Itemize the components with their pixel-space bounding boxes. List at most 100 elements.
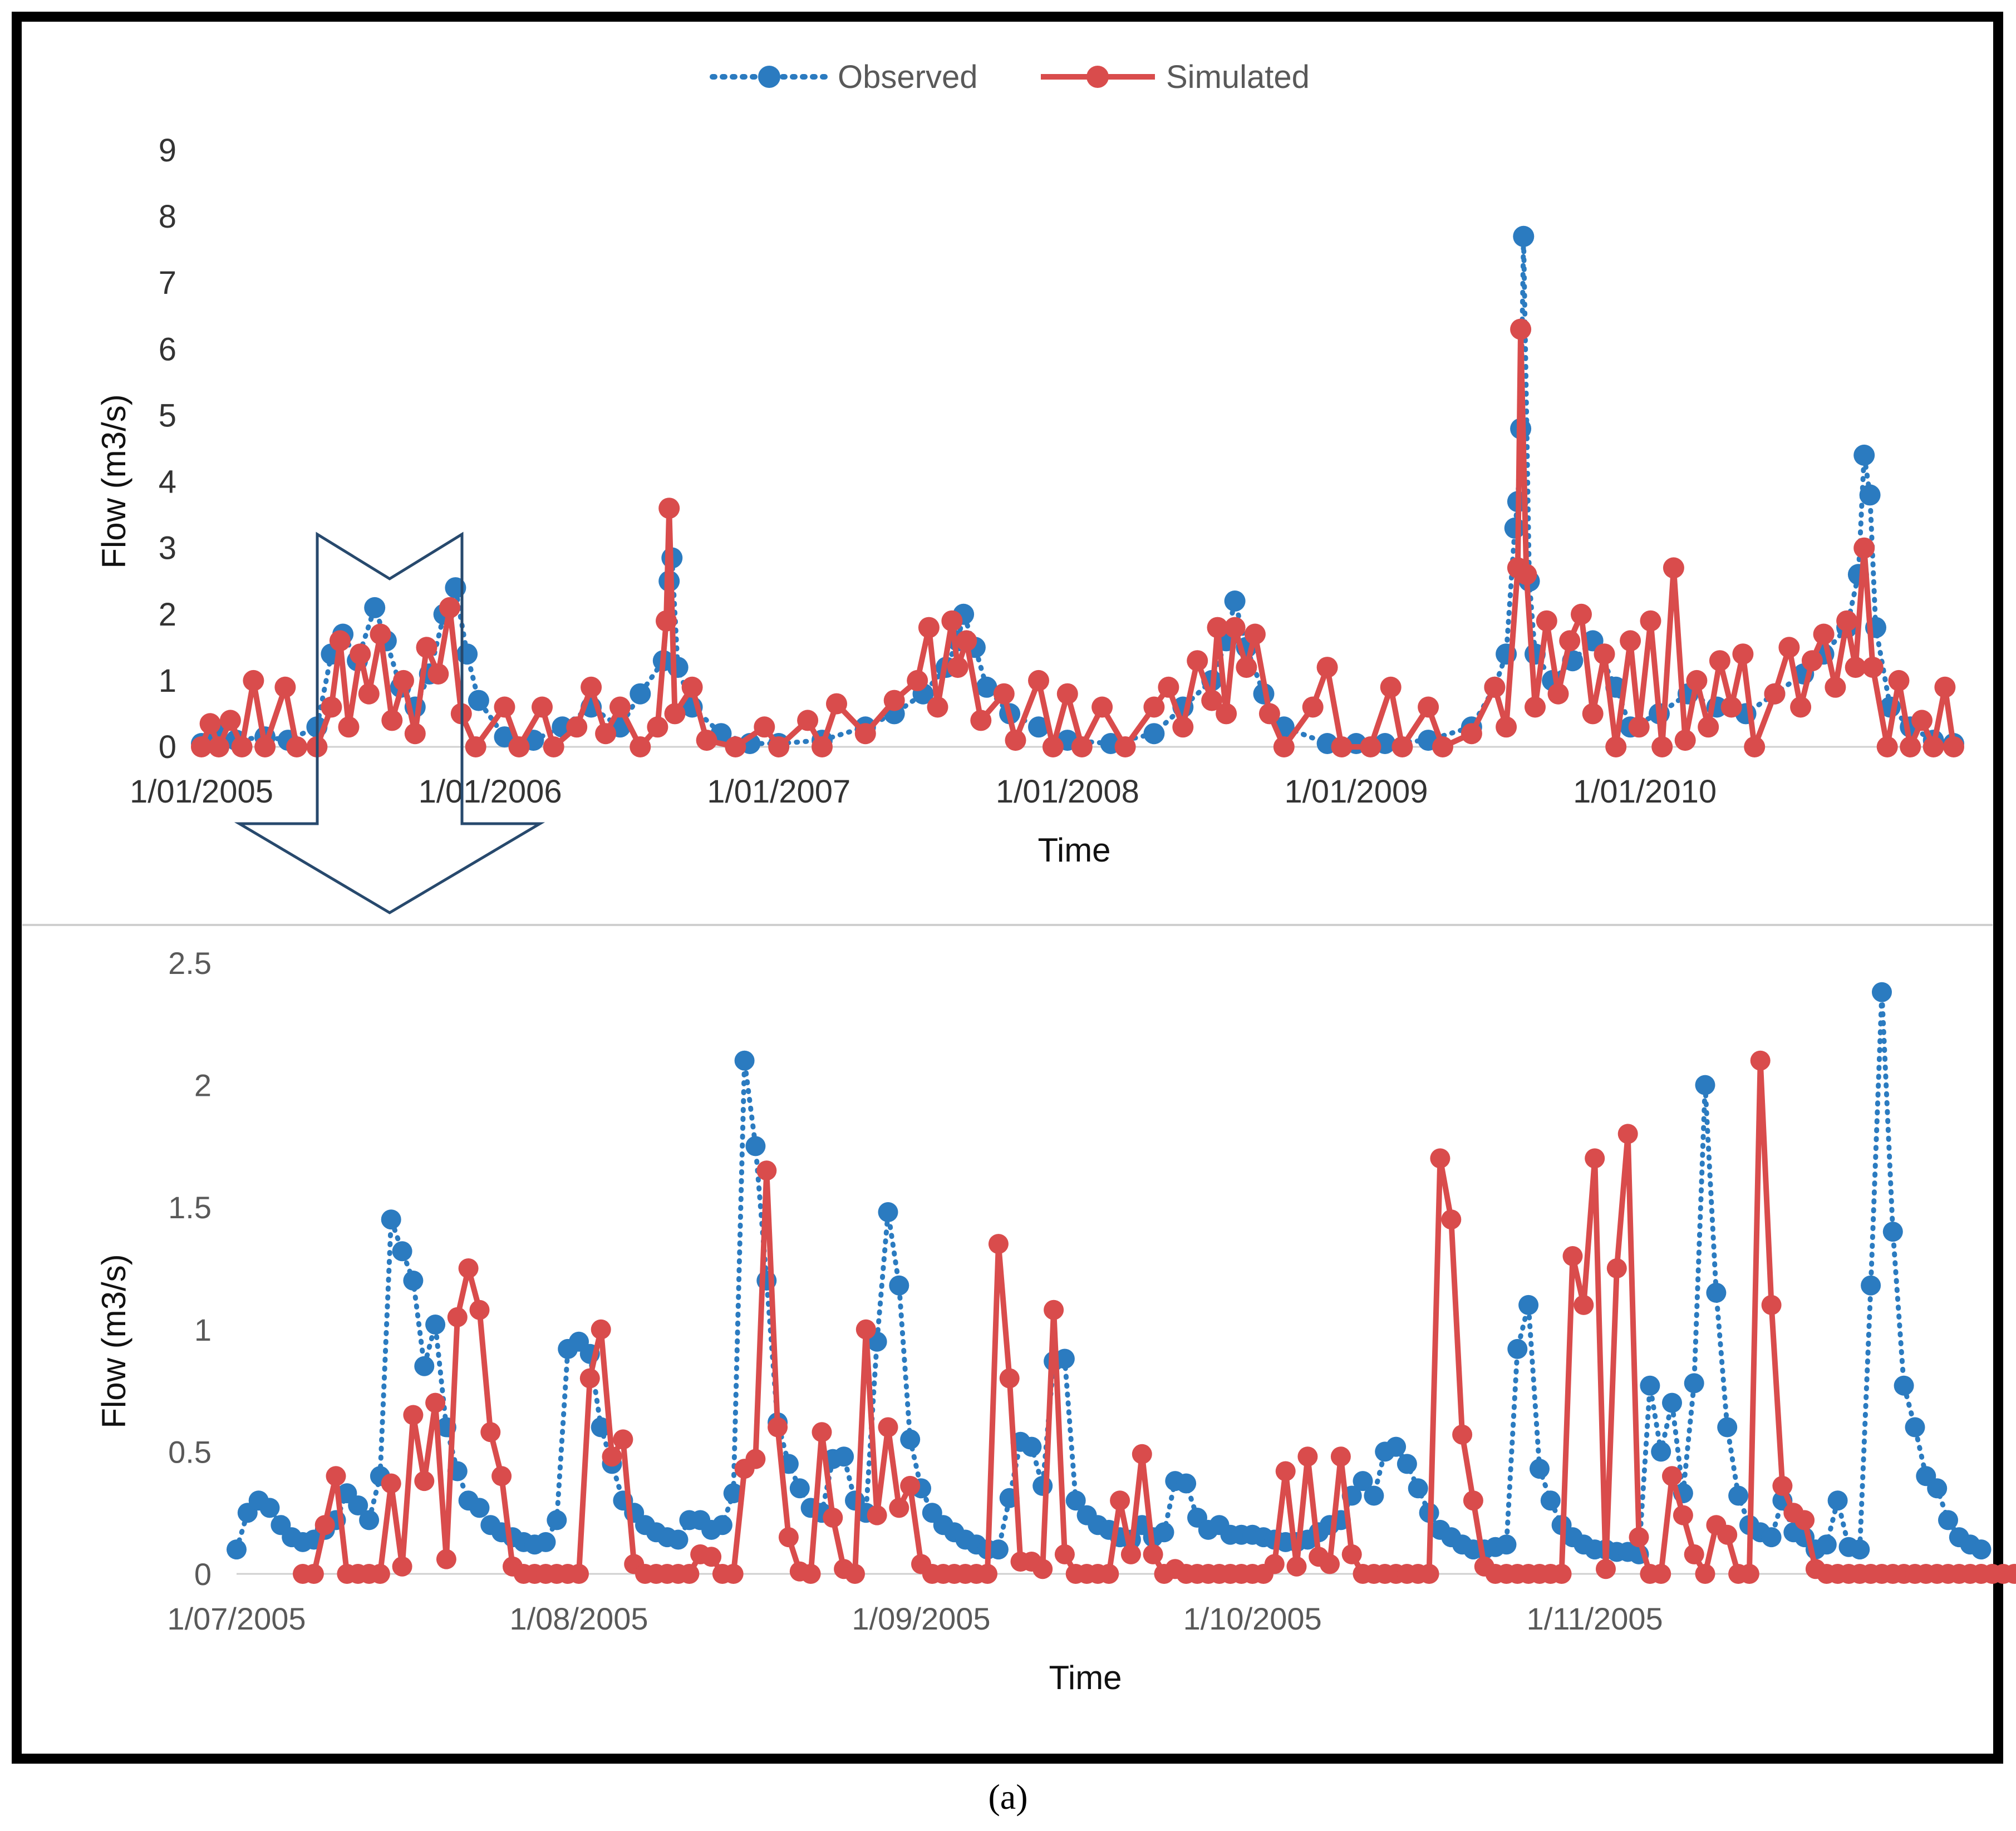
- chart-bottom-x-axis-title: Time: [1049, 1659, 1122, 1696]
- chart-top-simulated-point: [658, 498, 680, 519]
- chart-top-simulated-point: [797, 710, 819, 731]
- chart-bottom-simulated-point: [1341, 1544, 1362, 1564]
- chart-top-simulated-point: [416, 637, 437, 658]
- chart-bottom-simulated-point: [1452, 1424, 1473, 1445]
- chart-bottom-simulated-point: [701, 1547, 722, 1567]
- chart-bottom-simulated-point: [1463, 1490, 1483, 1511]
- chart-bottom-observed-point: [1364, 1485, 1384, 1506]
- chart-top-simulated-point: [1594, 643, 1615, 665]
- chart-bottom-simulated-point: [1596, 1559, 1616, 1579]
- chart-top-simulated-point: [1005, 730, 1026, 751]
- chart-bottom-simulated-point: [425, 1392, 446, 1413]
- chart-bottom-simulated-point: [1551, 1564, 1572, 1584]
- chart-top-simulated-point: [609, 696, 631, 718]
- chart-bottom-observed-point: [723, 1483, 744, 1504]
- chart-top-simulated-point: [647, 716, 668, 738]
- chart-top-simulated-point: [1028, 670, 1049, 691]
- chart-top-simulated-point: [1836, 610, 1858, 632]
- chart-bottom-observed-point: [535, 1532, 556, 1552]
- chart-top-observed-point: [1224, 590, 1246, 612]
- chart-top-simulated-point: [581, 676, 602, 698]
- chart-top-simulated-point: [199, 713, 221, 735]
- chart-top-simulated-point: [1484, 676, 1506, 698]
- chart-top-simulated-point: [393, 670, 414, 691]
- chart-bottom-observed-point: [591, 1417, 611, 1438]
- chart-bottom-simulated-point: [1032, 1559, 1053, 1579]
- chart-bottom-y-tick-label: 1: [194, 1312, 212, 1347]
- chart-top-simulated-point: [338, 716, 360, 738]
- chart-top-simulated-point: [1888, 670, 1910, 691]
- chart-top-simulated-point: [1764, 683, 1786, 705]
- chart-top-observed-point: [1504, 517, 1526, 539]
- chart-top-y-tick-label: 3: [159, 530, 176, 567]
- chart-bottom-simulated-point: [1330, 1446, 1351, 1467]
- chart-top-simulated-point: [231, 736, 253, 757]
- chart-bottom-observed-point: [547, 1510, 567, 1530]
- chart-bottom-observed-point: [1353, 1471, 1373, 1492]
- chart-top-x-tick-label: 1/01/2008: [996, 774, 1139, 810]
- chart-top-simulated-point: [1316, 657, 1338, 678]
- chart-top-simulated-point: [350, 643, 371, 665]
- chart-top-simulated-point: [927, 696, 948, 718]
- chart-bottom-observed-point: [227, 1539, 247, 1560]
- chart-top-simulated-point: [1432, 736, 1453, 757]
- chart-top: 0 1 2 3 4 5 6 7 8 9 1/01/2005 1/01/2006 1/01/2007 1/0…: [95, 132, 1964, 869]
- chart-top-simulated-point: [1651, 736, 1673, 757]
- chart-bottom-simulated-point: [1562, 1246, 1583, 1266]
- legend: Observed Simulated: [710, 59, 1310, 95]
- chart-top-simulated-point: [1391, 736, 1413, 757]
- chart-bottom-y-tick-label: 2.5: [168, 946, 212, 981]
- chart-bottom-observed-point: [259, 1498, 280, 1518]
- chart-top-simulated-point: [1813, 623, 1835, 645]
- chart-bottom-simulated-point: [1717, 1524, 1738, 1545]
- chart-bottom-simulated-point: [2004, 1564, 2016, 1584]
- chart-bottom-observed-point: [1695, 1075, 1715, 1095]
- legend-simulated-marker: [1041, 66, 1155, 88]
- chart-top-simulated-point: [1862, 657, 1884, 678]
- chart-bottom-simulated-point: [988, 1234, 1009, 1254]
- chart-top-simulated-point: [1732, 643, 1754, 665]
- chart-top-simulated-point: [404, 723, 426, 745]
- chart-top-y-tick-label: 0: [159, 729, 176, 765]
- chart-top-simulated-point: [1418, 696, 1439, 718]
- chart-bottom-observed-point: [1640, 1375, 1660, 1396]
- chart-top-y-tick-label: 9: [159, 132, 176, 169]
- chart-bottom-simulated-point: [414, 1471, 435, 1492]
- chart-bottom-simulated-point: [1794, 1510, 1815, 1530]
- chart-bottom-observed-point: [734, 1050, 755, 1071]
- chart-bottom-simulated-point: [756, 1160, 777, 1181]
- chart-bottom-observed-point: [359, 1510, 380, 1530]
- chart-top-simulated-point: [812, 736, 833, 757]
- chart-bottom-simulated-point: [1739, 1564, 1759, 1584]
- chart-bottom-simulated-point: [569, 1564, 589, 1584]
- chart-bottom-observed-point: [1397, 1454, 1417, 1474]
- chart-top-simulated-point: [1778, 637, 1800, 658]
- chart-bottom-simulated-point: [1585, 1148, 1605, 1169]
- chart-top-simulated-point: [918, 617, 940, 638]
- chart-top-simulated-point: [1801, 650, 1823, 672]
- chart-bottom-observed-point: [1386, 1436, 1407, 1457]
- chart-top-simulated-point: [1273, 736, 1295, 757]
- chart-top-simulated-point: [1091, 696, 1113, 718]
- chart-bottom-simulated-point: [1099, 1564, 1119, 1584]
- chart-bottom-observed-point: [1816, 1534, 1837, 1555]
- chart-bottom-simulated-point: [613, 1429, 633, 1450]
- chart-bottom-simulated-point: [1120, 1544, 1141, 1564]
- chart-top-y-tick-label: 8: [159, 199, 176, 235]
- chart-top-simulated-point: [1071, 736, 1093, 757]
- chart-bottom-simulated-point: [812, 1422, 832, 1443]
- chart-bottom-simulated-point: [745, 1449, 766, 1469]
- chart-bottom-y-axis-title: Flow (m3/s): [95, 1254, 132, 1428]
- chart-bottom-simulated-point: [845, 1564, 865, 1584]
- chart-top-simulated-point: [1582, 703, 1604, 725]
- chart-bottom-x-tick-label: 1/11/2005: [1527, 1601, 1663, 1636]
- chart-bottom-simulated-point: [1419, 1564, 1439, 1584]
- chart-top-simulated-point: [1640, 610, 1661, 632]
- chart-bottom-simulated-point: [1606, 1258, 1627, 1278]
- chart-bottom-simulated-point: [303, 1564, 324, 1584]
- chart-bottom-observed-point: [1927, 1478, 1948, 1499]
- chart-top-observed-point: [456, 643, 478, 665]
- chart-bottom-simulated-point: [889, 1498, 909, 1518]
- chart-top-simulated-point: [1663, 557, 1684, 579]
- chart-top-simulated-point: [1331, 736, 1353, 757]
